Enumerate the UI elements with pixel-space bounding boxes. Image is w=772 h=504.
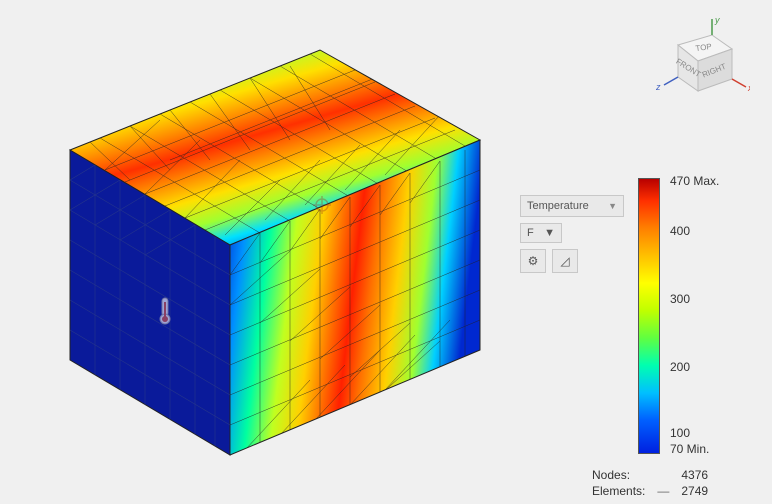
axis-y-label: y	[714, 15, 720, 25]
legend-tick-300: 300	[670, 292, 690, 306]
fem-model[interactable]	[10, 10, 530, 490]
thermometer-probe-icon[interactable]	[160, 298, 170, 324]
legend-ticks: 470 Max. 400 300 200 100 70 Min.	[670, 178, 740, 454]
unit-label: F	[527, 227, 534, 239]
legend-tick-400: 400	[670, 224, 690, 238]
legend-tick-100: 100	[670, 426, 690, 440]
result-controls-panel: Temperature ▼ F ▼ ⚙ ◿	[520, 195, 620, 273]
color-legend: 470 Max. 400 300 200 100 70 Min.	[638, 178, 740, 454]
legend-colorbar	[638, 178, 660, 454]
legend-tick-200: 200	[670, 360, 690, 374]
triangle-icon: ◿	[560, 254, 569, 268]
chevron-down-icon: ▼	[608, 201, 617, 211]
unit-dropdown[interactable]: F ▼	[520, 223, 562, 243]
elements-label: Elements:	[592, 484, 651, 498]
mesh-stats: Nodes: 4376 Elements: — 2749	[590, 466, 716, 500]
gear-icon: ⚙	[528, 254, 539, 268]
nodes-value: 4376	[681, 468, 714, 482]
settings-button[interactable]: ⚙	[520, 249, 546, 273]
result-type-dropdown[interactable]: Temperature ▼	[520, 195, 624, 217]
axis-z-label: z	[655, 82, 661, 92]
legend-tick-min: 70 Min.	[670, 442, 709, 456]
scale-button[interactable]: ◿	[552, 249, 578, 273]
chevron-down-icon: ▼	[544, 227, 555, 239]
view-cube[interactable]: TOP FRONT RIGHT x y z	[640, 15, 750, 110]
result-type-label: Temperature	[527, 200, 589, 212]
nodes-label: Nodes:	[592, 468, 651, 482]
simulation-viewport[interactable]: TOP FRONT RIGHT x y z Temperature ▼ F ▼ …	[0, 0, 772, 504]
legend-tick-max: 470 Max.	[670, 174, 719, 188]
axis-x-label: x	[747, 83, 750, 93]
elements-value: 2749	[681, 484, 714, 498]
